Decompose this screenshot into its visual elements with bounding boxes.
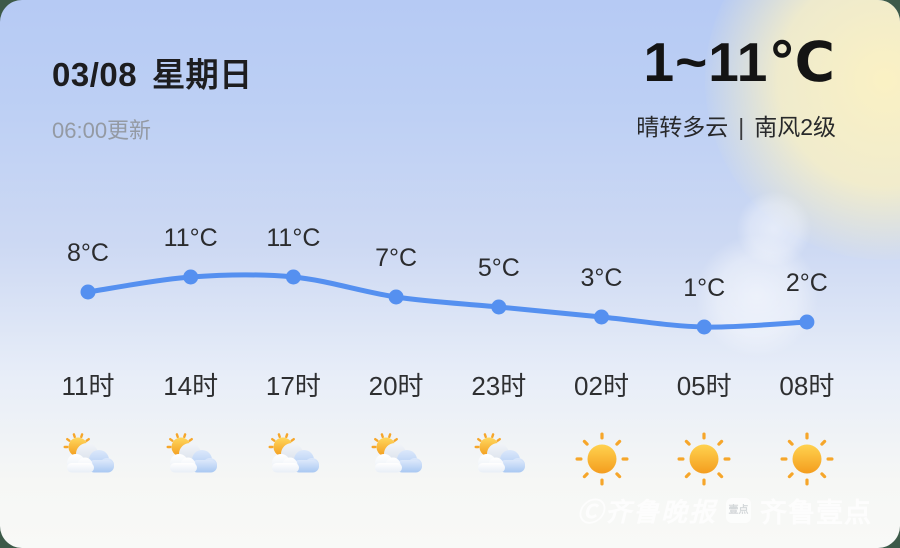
weather-icon-cell xyxy=(673,431,735,487)
sunny-icon xyxy=(780,432,834,486)
partly-cloudy-icon xyxy=(63,433,114,473)
wind-level: 南风2级 xyxy=(754,113,836,140)
weather-icon-cell xyxy=(571,431,633,487)
weather-icon-cell xyxy=(776,431,838,487)
temp-label: 5°C xyxy=(477,254,520,282)
header-left: 03/08 星期日 06:00更新 xyxy=(52,48,253,145)
partly-cloudy-icon xyxy=(268,433,320,473)
time-label: 17时 xyxy=(265,371,321,401)
time-label: 23时 xyxy=(471,371,527,401)
condition-row: 晴转多云 | 南风2级 xyxy=(636,108,836,142)
time-label: 02时 xyxy=(574,371,629,401)
temp-range: 1~11℃ xyxy=(643,31,836,93)
temperature-point xyxy=(696,319,712,335)
temperature-points xyxy=(80,269,815,335)
separator: | xyxy=(738,113,745,140)
temp-label: 11°C xyxy=(266,224,321,252)
sunny-icon xyxy=(677,432,731,486)
temperature-point xyxy=(388,289,404,305)
temp-label: 11°C xyxy=(163,224,218,252)
temp-label: 7°C xyxy=(375,244,418,272)
temp-label: 2°C xyxy=(785,269,828,297)
temperature-point xyxy=(594,309,609,325)
partly-cloudy-icon xyxy=(371,433,423,473)
temperature-point xyxy=(80,284,96,300)
temperature-point xyxy=(491,299,507,315)
date-row: 03/08 星期日 xyxy=(52,48,253,96)
weekday-text: 星期日 xyxy=(152,56,253,93)
weather-icon-cell xyxy=(160,431,222,487)
header-right: 1~11℃ 晴转多云 | 南风2级 xyxy=(636,31,836,142)
temp-label: 1°C xyxy=(683,274,726,302)
temp-label: 8°C xyxy=(67,239,109,267)
time-label: 11时 xyxy=(61,371,115,401)
yidian-logo-text: 壹点 xyxy=(728,504,749,516)
date-text: 03/08 xyxy=(52,56,138,93)
temperature-point xyxy=(285,269,301,285)
update-time: 06:00更新 xyxy=(52,118,152,143)
partly-cloudy-icon xyxy=(166,433,217,473)
weather-condition: 晴转多云 xyxy=(636,113,729,140)
brand-text: 齐鲁壹点 xyxy=(760,498,872,528)
watermark: Ⓒ齐鲁晚报 壹点 齐鲁壹点 xyxy=(577,491,872,530)
sunny-icon xyxy=(575,432,628,486)
temp-label: 3°C xyxy=(580,264,623,292)
time-label: 05时 xyxy=(676,371,732,401)
weather-icon-cell xyxy=(468,431,530,487)
copyright-script: Ⓒ齐鲁晚报 xyxy=(576,498,717,528)
partly-cloudy-icon xyxy=(474,433,525,473)
time-label: 14时 xyxy=(163,371,219,401)
bokeh-circle-small xyxy=(736,191,812,267)
temperature-point xyxy=(183,269,199,285)
temperature-point xyxy=(799,314,815,330)
temperature-line xyxy=(85,272,810,330)
weather-icon-cell xyxy=(262,431,324,487)
yidian-logo-icon: 壹点 xyxy=(726,498,751,523)
time-label: 20时 xyxy=(368,371,424,401)
weather-icon-cell xyxy=(365,431,427,487)
weather-icon-cell xyxy=(57,431,119,487)
time-label: 08时 xyxy=(779,371,835,401)
